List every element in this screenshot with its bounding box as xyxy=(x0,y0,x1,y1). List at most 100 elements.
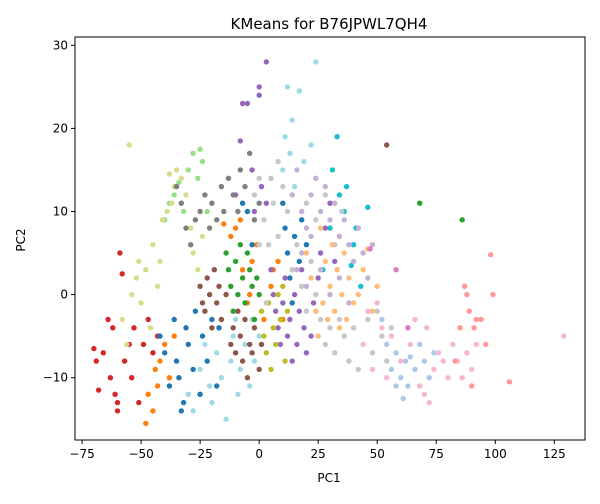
data-point xyxy=(247,383,253,389)
data-point xyxy=(256,291,262,298)
data-point xyxy=(273,341,279,348)
data-point xyxy=(343,183,350,190)
data-point xyxy=(242,300,248,306)
data-point xyxy=(435,350,442,356)
data-point xyxy=(164,208,170,215)
data-point xyxy=(296,88,302,94)
data-point xyxy=(407,341,413,348)
data-point xyxy=(244,250,251,256)
data-point xyxy=(192,308,199,314)
data-point xyxy=(228,341,234,348)
data-point xyxy=(291,233,298,240)
data-point xyxy=(358,283,364,289)
data-point xyxy=(235,391,241,397)
data-point xyxy=(327,225,333,231)
data-point xyxy=(327,200,333,206)
data-point xyxy=(136,399,142,406)
data-point xyxy=(129,375,135,381)
data-point xyxy=(239,100,246,107)
data-point xyxy=(95,387,102,393)
data-point xyxy=(336,316,343,323)
data-point xyxy=(206,383,213,389)
data-point xyxy=(268,175,274,181)
data-point xyxy=(221,208,227,215)
chart-title: KMeans for B76JPWL7QH4 xyxy=(231,15,428,33)
data-point xyxy=(296,308,302,314)
data-point xyxy=(277,341,284,348)
data-point xyxy=(299,283,305,289)
data-point xyxy=(237,167,243,173)
data-point xyxy=(322,183,328,190)
y-tick-label: 20 xyxy=(53,121,68,135)
data-point xyxy=(202,341,208,348)
data-point xyxy=(188,225,194,231)
data-point xyxy=(112,391,118,397)
data-point xyxy=(152,366,158,373)
data-point xyxy=(289,192,295,198)
data-point xyxy=(192,217,199,223)
data-point xyxy=(230,192,236,198)
data-point xyxy=(400,395,406,402)
data-point xyxy=(150,242,156,248)
data-point xyxy=(388,325,395,331)
data-point xyxy=(334,267,340,273)
data-point xyxy=(424,325,430,331)
data-point xyxy=(199,333,206,339)
data-point xyxy=(365,316,371,323)
data-point xyxy=(350,242,357,248)
data-point xyxy=(464,350,470,356)
data-point xyxy=(166,375,173,381)
data-point xyxy=(218,316,225,323)
data-point xyxy=(237,217,243,223)
data-point xyxy=(197,366,203,373)
data-point xyxy=(251,217,258,223)
data-point xyxy=(275,233,281,240)
y-axis-ticks: −10 0 10 20 30 xyxy=(43,38,75,385)
data-point xyxy=(268,283,274,289)
data-point xyxy=(124,341,130,348)
data-point xyxy=(426,399,432,406)
data-point xyxy=(263,200,269,206)
data-point xyxy=(195,175,201,181)
data-point xyxy=(294,341,300,348)
data-point xyxy=(355,225,361,231)
data-point xyxy=(211,267,217,273)
data-point xyxy=(202,192,208,198)
data-point xyxy=(228,233,234,240)
data-point xyxy=(143,420,149,427)
y-tick-label: −10 xyxy=(43,371,68,385)
data-point xyxy=(369,308,376,314)
y-tick-label: 0 xyxy=(60,288,68,302)
data-point xyxy=(261,333,267,339)
data-point xyxy=(303,350,310,356)
data-point xyxy=(320,300,326,306)
data-point xyxy=(275,325,281,331)
data-point xyxy=(322,225,328,231)
data-point xyxy=(232,258,239,265)
data-point xyxy=(277,316,284,323)
data-point xyxy=(150,408,156,414)
data-point xyxy=(303,225,310,231)
data-point xyxy=(204,208,210,215)
data-point xyxy=(405,325,411,331)
data-point xyxy=(178,200,184,206)
x-tick-label: −50 xyxy=(128,447,153,461)
data-point xyxy=(147,325,154,331)
data-point xyxy=(350,325,357,331)
data-point xyxy=(185,167,191,173)
data-point xyxy=(214,300,220,306)
data-point xyxy=(561,333,567,339)
data-point xyxy=(183,325,189,331)
data-point xyxy=(251,358,258,364)
data-point xyxy=(258,308,265,314)
data-point xyxy=(461,283,468,289)
data-point xyxy=(341,333,347,339)
data-point xyxy=(355,291,361,298)
x-tick-label: −25 xyxy=(187,447,212,461)
data-point xyxy=(348,262,354,269)
data-point xyxy=(301,158,307,165)
data-point xyxy=(303,250,310,256)
data-point xyxy=(329,167,336,173)
data-point xyxy=(154,283,161,289)
data-point xyxy=(303,308,310,314)
